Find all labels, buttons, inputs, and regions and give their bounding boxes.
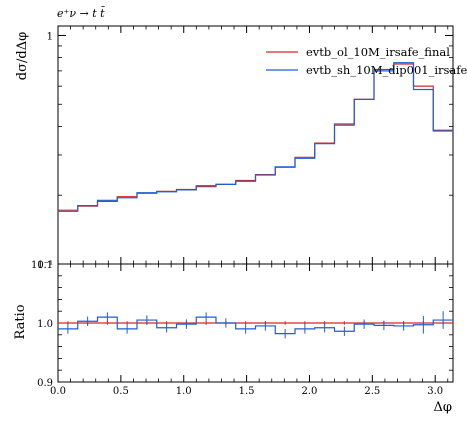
main-y-tick-label: 10⁻¹ bbox=[31, 260, 53, 271]
ratio-axis-ticks: 0.9 1.0 1.1 0.0 0.5 1.0 1.5 2.0 2.5 3.0 bbox=[37, 260, 453, 397]
legend: evtb_ol_10M_irsafe_final evtb_sh_10M_dip… bbox=[266, 45, 467, 77]
legend-label-series-2: evtb_sh_10M_dip001_irsafe_final bbox=[306, 63, 467, 77]
legend-label-series-1: evtb_ol_10M_irsafe_final bbox=[306, 45, 450, 59]
x-tick-label: 2.5 bbox=[364, 386, 380, 397]
main-series-line-2 bbox=[58, 62, 453, 212]
main-panel-frame bbox=[57, 25, 454, 265]
x-tick-label: 1.0 bbox=[176, 386, 192, 397]
ratio-y-tick-label: 0.9 bbox=[37, 378, 53, 389]
ratio-y-tick-label: 1.1 bbox=[37, 260, 53, 271]
x-tick-label: 0.5 bbox=[113, 386, 129, 397]
ratio-y-axis-label: Ratio bbox=[13, 304, 28, 339]
x-tick-label: 1.5 bbox=[239, 386, 255, 397]
main-series-group bbox=[58, 62, 453, 212]
x-tick-label: 0.0 bbox=[50, 386, 66, 397]
x-tick-label: 3.0 bbox=[427, 386, 443, 397]
ratio-y-tick-label: 1.0 bbox=[37, 319, 53, 330]
main-y-tick-label: 1 bbox=[47, 31, 53, 42]
main-y-axis-label: dσ/dΔφ bbox=[15, 32, 30, 80]
main-axis-ticks: 10⁻¹ 1 bbox=[31, 26, 453, 271]
x-tick-label: 2.0 bbox=[302, 386, 318, 397]
x-axis-label: Δφ bbox=[434, 400, 453, 415]
main-series-line-1 bbox=[58, 63, 453, 211]
ratio-series-group bbox=[58, 311, 453, 339]
ratio-series-line-2 bbox=[58, 316, 453, 335]
chart-title: e⁺ν → t t̄ bbox=[57, 7, 105, 20]
